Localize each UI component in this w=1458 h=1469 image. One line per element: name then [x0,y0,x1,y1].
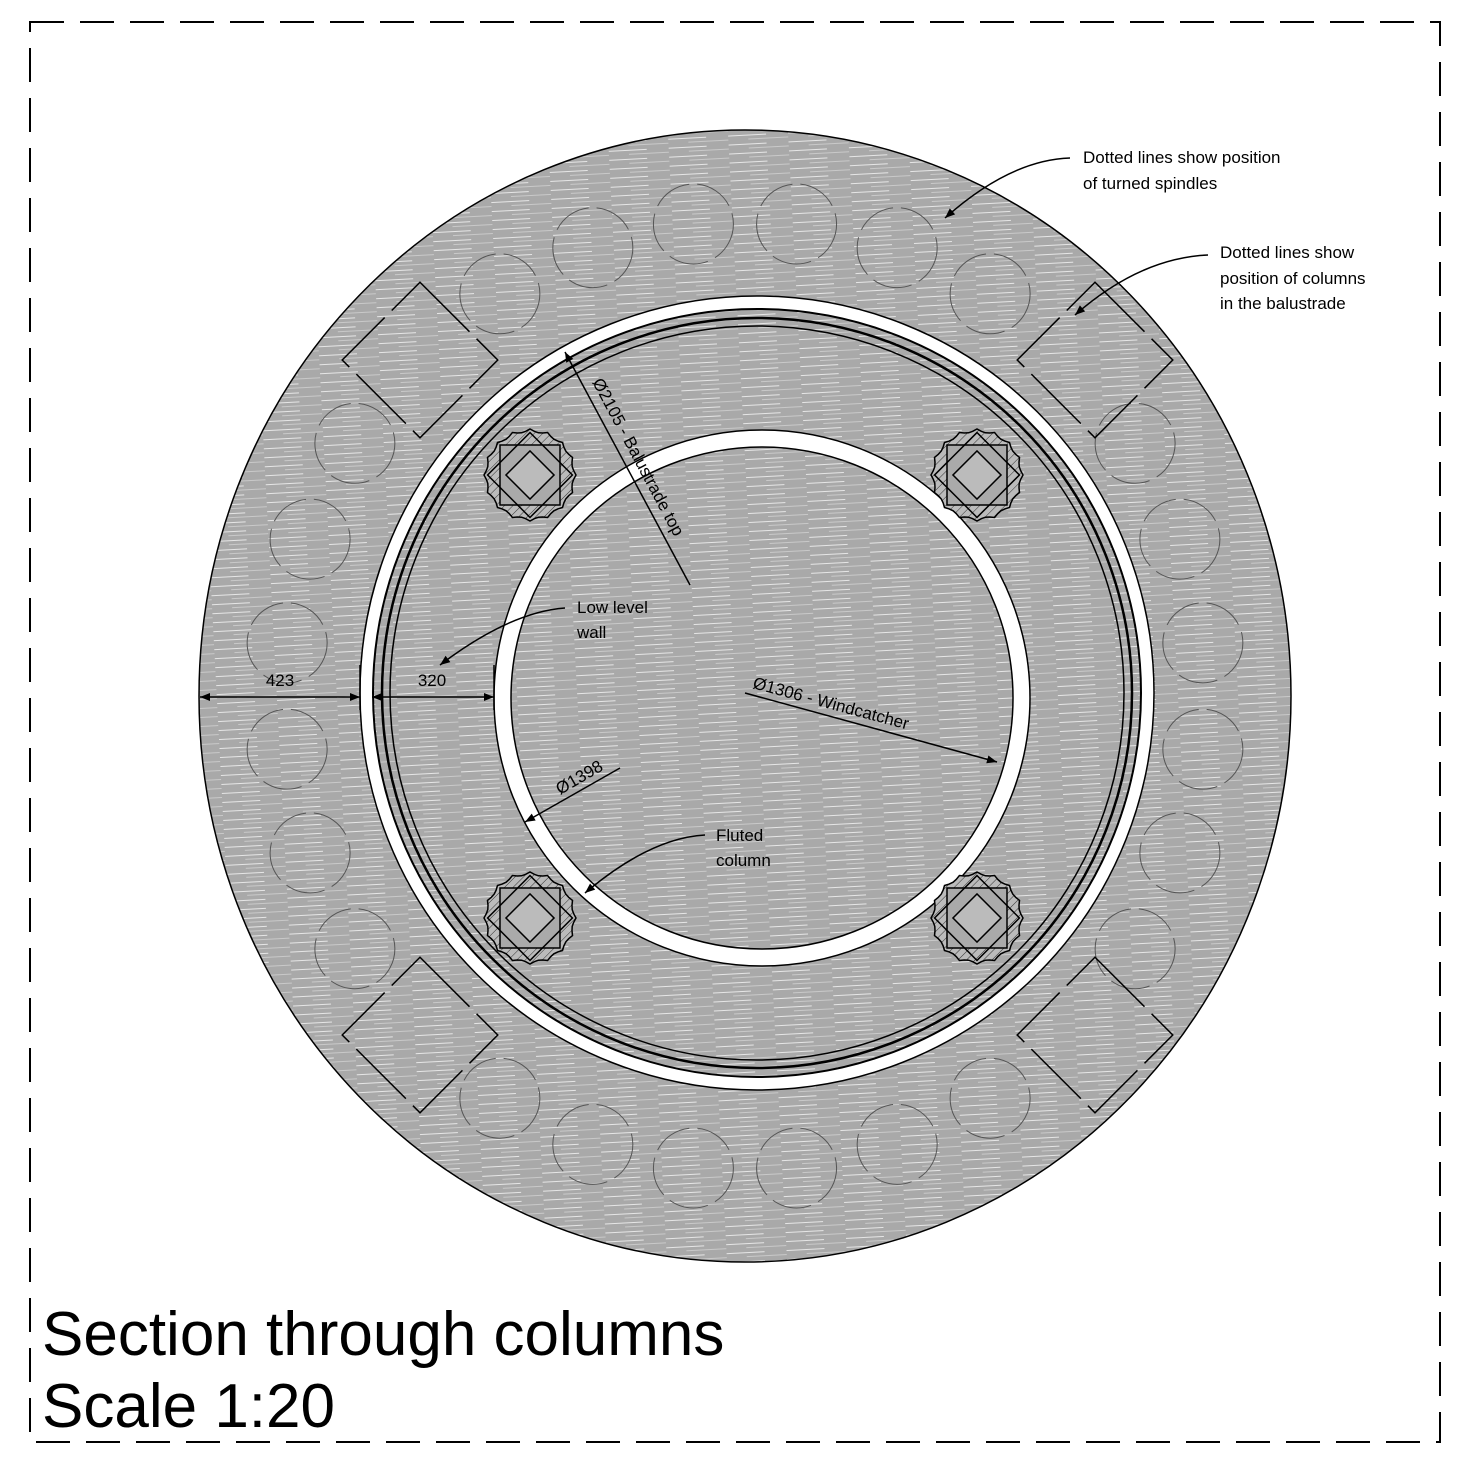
fluted-column [931,429,1023,521]
note: Dotted lines show position of columns in… [1220,243,1370,313]
fluted-column [484,429,576,521]
drawing: 423 320 Ø2105 - Balustrade top Ø1306 - W… [0,0,1458,1469]
fluted-column [484,872,576,964]
dimension-label: 320 [418,671,446,690]
note: Dotted lines show position of turned spi… [1083,148,1285,193]
title: Section through columns [42,1300,724,1369]
scale: Scale 1:20 [42,1372,335,1441]
page: 423 320 Ø2105 - Balustrade top Ø1306 - W… [0,0,1458,1469]
dimension-label: 423 [266,671,294,690]
fluted-column [931,872,1023,964]
